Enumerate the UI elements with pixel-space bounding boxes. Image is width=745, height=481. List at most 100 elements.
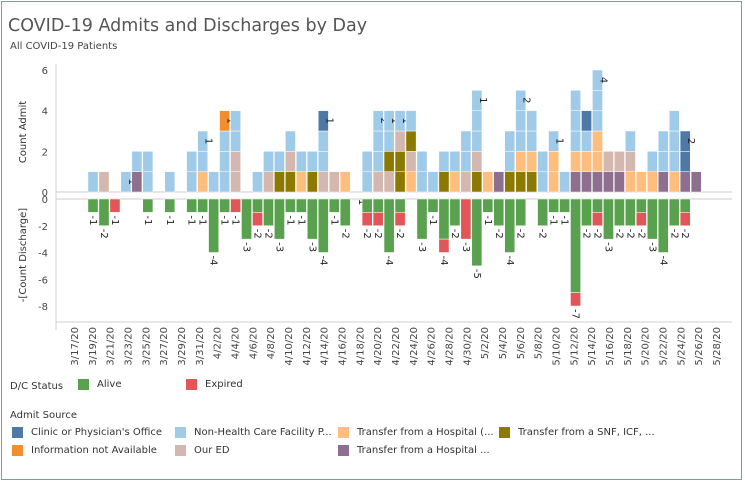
discharge-data-label: -4 xyxy=(438,256,449,266)
admit-tick-label: 2 xyxy=(42,147,48,158)
discharge-bar-segment xyxy=(109,198,121,213)
admit-bar-segment xyxy=(614,151,625,172)
x-tick-label: 4/20/20 xyxy=(373,327,384,366)
admit-data-label: 1 xyxy=(203,138,214,144)
discharge-bar-segment xyxy=(482,198,494,213)
discharge-bar-segment xyxy=(252,198,263,213)
admit-bar-segment xyxy=(394,110,406,132)
admit-bar-segment xyxy=(625,171,636,193)
admit-bar-segment xyxy=(460,130,472,152)
discharge-bar-segment xyxy=(471,198,483,267)
admit-bar-segment xyxy=(164,171,176,193)
admit-bar-segment xyxy=(394,171,406,193)
admit-bar-segment xyxy=(405,130,417,152)
admit-data-label: 1 xyxy=(477,97,488,103)
admit-tick-label: 6 xyxy=(42,66,48,77)
admit-bar-segment xyxy=(570,110,581,132)
admit-bar-segment xyxy=(646,171,658,193)
discharge-data-label: -1 xyxy=(164,215,175,225)
admit-bar-segment xyxy=(197,130,209,152)
discharge-data-label: -3 xyxy=(460,242,471,252)
discharge-data-label: -2 xyxy=(262,229,273,239)
discharge-tick-label: -4 xyxy=(38,249,48,260)
admit-bar-segment xyxy=(559,171,570,193)
discharge-bar-segment xyxy=(548,198,559,213)
discharge-bar-segment xyxy=(646,198,658,240)
discharge-data-label: -2 xyxy=(361,229,372,239)
discharge-bar-segment xyxy=(592,212,603,226)
admit-bar-segment xyxy=(614,171,625,193)
discharge-bar-segment xyxy=(252,212,263,226)
x-tick-label: 4/10/20 xyxy=(284,327,295,366)
admit-bar-segment xyxy=(87,171,99,193)
admit-bar-segment xyxy=(219,110,230,132)
admit-bar-segment xyxy=(515,130,527,152)
discharge-bar-segment xyxy=(394,198,406,213)
admit-bar-segment xyxy=(230,151,241,172)
admit-bar-segment xyxy=(416,171,428,193)
admit-data-label: 1 xyxy=(323,117,334,123)
admit-bar-segment xyxy=(372,151,384,172)
discharge-data-label: -1 xyxy=(197,215,208,225)
discharge-data-label: -1 xyxy=(219,215,230,225)
admit-bar-segment xyxy=(570,90,581,111)
admit-bar-segment xyxy=(317,110,329,132)
x-tick-label: 3/31/20 xyxy=(195,327,206,366)
admit-data-label: 2 xyxy=(685,138,696,144)
admit-bar-segment xyxy=(361,171,373,193)
admit-bar-segment xyxy=(515,90,527,111)
admit-bar-segment xyxy=(317,130,329,152)
admit-bar-segment xyxy=(679,151,691,172)
discharge-data-label: -3 xyxy=(306,242,317,252)
discharge-bar-segment xyxy=(307,198,318,240)
discharge-tick-label: 0 xyxy=(42,195,48,206)
admit-bar-segment xyxy=(592,171,603,193)
discharge-data-label: -1 xyxy=(482,215,493,225)
discharge-bar-segment xyxy=(592,198,603,213)
admit-bar-segment xyxy=(471,171,483,193)
discharge-bar-segment xyxy=(559,198,570,213)
admit-bar-segment xyxy=(493,171,505,193)
admit-bar-segment xyxy=(296,171,307,193)
admit-bar-segment xyxy=(515,110,527,132)
admit-bar-segment xyxy=(504,151,516,172)
admit-bar-segment xyxy=(679,171,691,193)
x-tick-label: 4/6/20 xyxy=(248,327,259,359)
discharge-bar-segment xyxy=(328,198,340,213)
admit-bar-segment xyxy=(197,171,209,193)
discharge-data-label: -4 xyxy=(208,256,219,266)
admit-bar-segment xyxy=(592,130,603,152)
discharge-bar-segment xyxy=(603,198,614,240)
admit-bar-segment xyxy=(570,151,581,172)
admit-bar-segment xyxy=(668,110,680,132)
admit-bar-segment xyxy=(526,130,538,152)
admit-data-label: 2 xyxy=(521,97,532,103)
admit-data-label: 1 xyxy=(400,117,411,123)
x-tick-label: 4/30/20 xyxy=(462,327,473,366)
admit-bar-segment xyxy=(252,171,263,193)
admit-data-label: 1 xyxy=(356,199,367,205)
admit-data-label: 1 xyxy=(554,138,565,144)
admit-bar-segment xyxy=(690,171,702,193)
admit-bar-segment xyxy=(405,151,417,172)
admit-bar-segment xyxy=(197,151,209,172)
x-tick-label: 3/21/20 xyxy=(106,327,117,366)
admit-bar-segment xyxy=(592,69,603,91)
discharge-data-label: -4 xyxy=(383,256,394,266)
discharge-bar-segment xyxy=(274,198,285,240)
discharge-bar-segment xyxy=(679,198,691,213)
discharge-bar-segment xyxy=(241,198,252,240)
admit-bar-segment xyxy=(405,110,417,132)
discharge-data-label: -4 xyxy=(504,256,515,266)
discharge-bar-segment xyxy=(164,198,176,213)
discharge-axis-title: -[Count Discharge] xyxy=(18,208,29,302)
admit-bar-segment xyxy=(131,151,143,172)
discharge-data-label: -4 xyxy=(657,256,668,266)
x-tick-label: 5/4/20 xyxy=(498,327,509,359)
x-tick-label: 3/25/20 xyxy=(141,327,152,366)
admit-bar-segment xyxy=(405,171,417,193)
admit-tick-label: 4 xyxy=(42,107,48,118)
admit-data-label: 1 xyxy=(225,117,236,123)
